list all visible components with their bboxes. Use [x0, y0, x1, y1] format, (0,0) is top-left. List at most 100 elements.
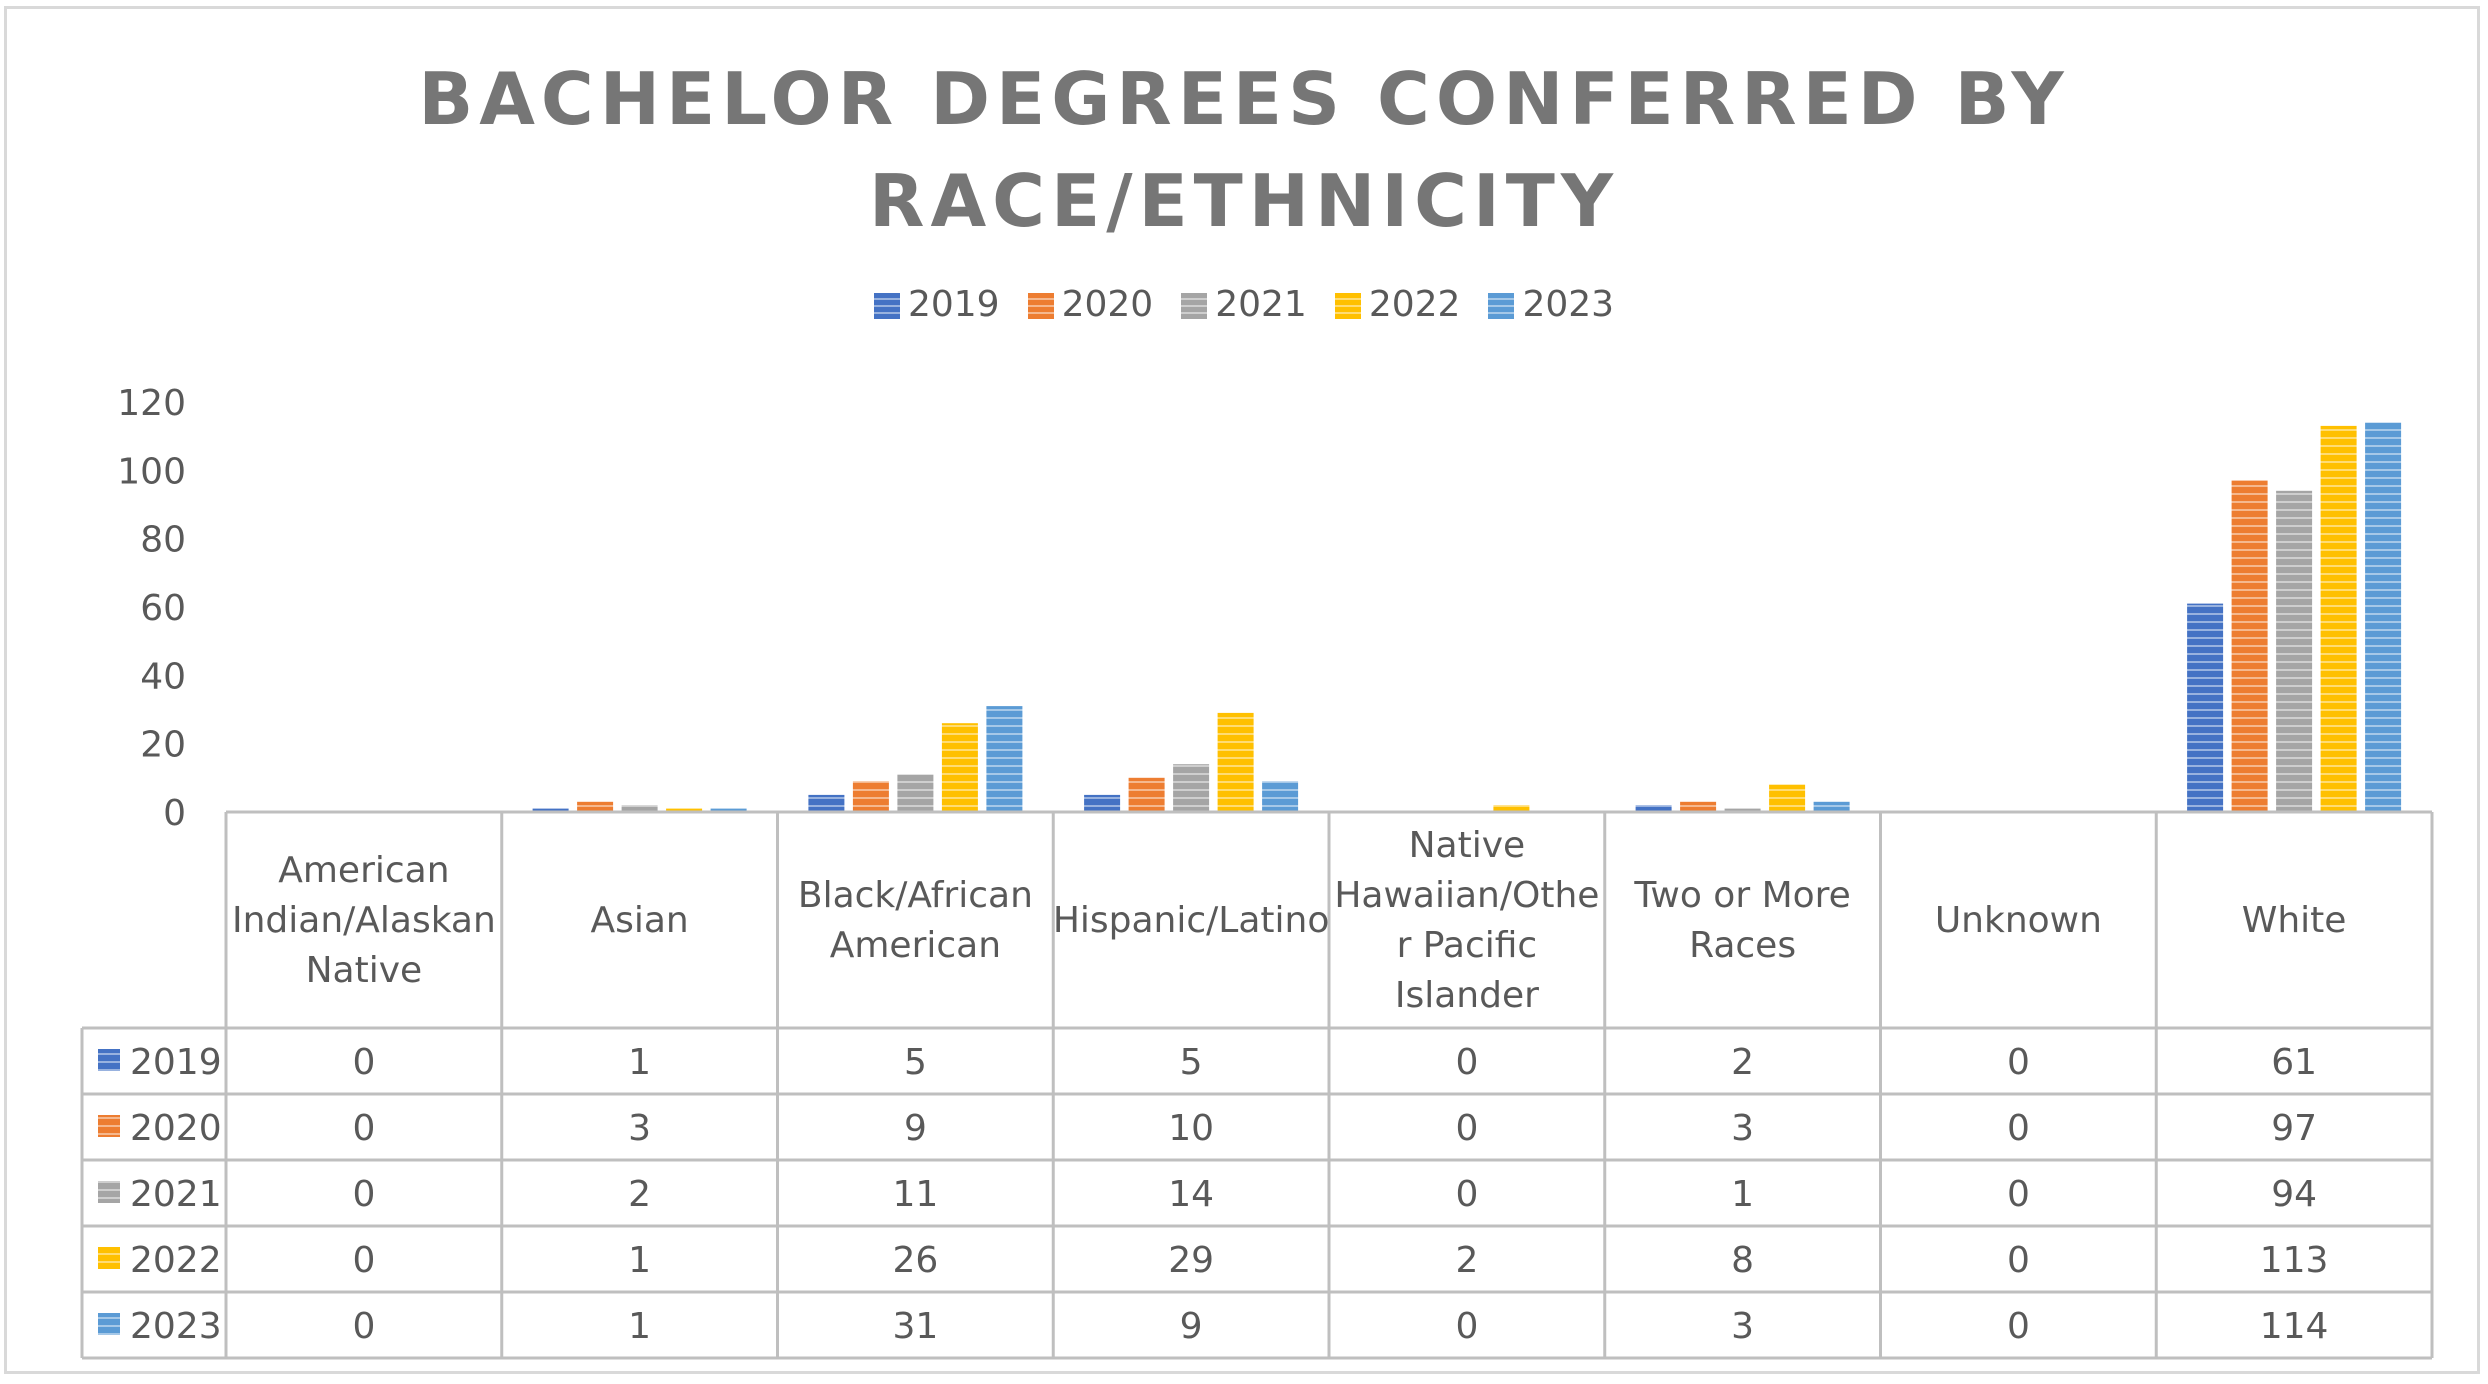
y-tick-label: 0: [163, 793, 186, 834]
table-cell-value: 1: [628, 1240, 651, 1281]
legend-swatch: [1488, 292, 1515, 319]
table-cell-value: 2: [1455, 1240, 1478, 1281]
table-cell-value: 0: [2007, 1042, 2030, 1083]
category-label: Two or More Races: [1633, 875, 1850, 966]
table-cell-value: 1: [628, 1306, 651, 1347]
category-label: Asian: [590, 900, 688, 941]
bar-2023-7: [2365, 422, 2402, 812]
bar-2019-1: [532, 808, 569, 812]
table-cell-value: 26: [892, 1240, 938, 1281]
table-legend-key: [98, 1313, 120, 1335]
bar-2023-5: [1813, 801, 1850, 813]
chart-frame: [4, 6, 2480, 1374]
table-cell-value: 3: [1731, 1108, 1754, 1149]
table-cell-value: 5: [1180, 1042, 1203, 1083]
bar-2020-1: [577, 801, 614, 813]
table-cell-value: 3: [1731, 1306, 1754, 1347]
y-tick-label: 120: [117, 383, 186, 424]
category-label: White: [2242, 900, 2347, 941]
table-legend-key: [98, 1247, 120, 1269]
table-legend-key: [98, 1181, 120, 1203]
legend-swatch: [873, 292, 900, 319]
bar-2021-2: [897, 774, 934, 812]
table-cell-value: 61: [2271, 1042, 2317, 1083]
table-cell-value: 2: [1731, 1042, 1754, 1083]
table-legend-key: [98, 1115, 120, 1137]
legend-item-2023: 2023: [1488, 284, 1614, 325]
table-cell-value: 29: [1168, 1240, 1214, 1281]
table-cell-value: 0: [352, 1240, 375, 1281]
bar-2022-4: [1493, 805, 1530, 812]
y-tick-label: 100: [117, 451, 186, 492]
table-cell-value: 5: [904, 1042, 927, 1083]
table-cell-value: 10: [1168, 1108, 1214, 1149]
table-row-label: 2022: [130, 1240, 222, 1281]
table-cell-value: 114: [2260, 1306, 2329, 1347]
category-label: American Indian/Alaskan Native: [232, 850, 496, 991]
legend-item-2022: 2022: [1334, 284, 1460, 325]
legend-label: 2023: [1522, 283, 1615, 325]
table-cell-value: 0: [2007, 1108, 2030, 1149]
table-legend-key: [98, 1049, 120, 1071]
table-cell-value: 0: [352, 1306, 375, 1347]
bar-2023-3: [1262, 781, 1299, 813]
table-cell-value: 94: [2271, 1174, 2317, 1215]
table-row-label: 2023: [130, 1306, 222, 1347]
table-cell-value: 0: [1455, 1108, 1478, 1149]
bar-2022-5: [1769, 784, 1806, 812]
bar-2019-2: [808, 794, 845, 812]
legend-item-2019: 2019: [873, 283, 1000, 325]
bar-2020-2: [852, 781, 889, 813]
bar-2019-3: [1084, 794, 1121, 812]
table-cell-value: 3: [628, 1108, 651, 1149]
table-cell-value: 9: [904, 1108, 927, 1149]
data-table: American Indian/Alaskan Native Asian Black/A…: [80, 810, 2434, 1360]
table-cell-value: 0: [352, 1174, 375, 1215]
table-cell-value: 2: [628, 1174, 651, 1215]
bar-2020-5: [1680, 801, 1717, 813]
bar-2020-3: [1128, 777, 1165, 812]
bar-2021-7: [2276, 490, 2313, 812]
chart-title-line-1: BACHELOR DEGREES CONFERRED BY: [418, 57, 2070, 141]
table-cell-value: 8: [1731, 1240, 1754, 1281]
table-row-label: 2020: [130, 1108, 222, 1149]
y-tick-label: 20: [140, 725, 186, 766]
table-cell-value: 9: [1180, 1306, 1203, 1347]
table-cell-value: 31: [892, 1306, 938, 1347]
bar-2019-7: [2187, 603, 2224, 812]
bar-2022-7: [2320, 425, 2357, 812]
y-tick-label: 60: [140, 588, 186, 629]
bar-2022-2: [941, 723, 978, 812]
bar-2022-1: [666, 808, 703, 812]
legend-swatch: [1334, 292, 1361, 319]
table-cell-value: 1: [1731, 1174, 1754, 1215]
legend-item-2021: 2021: [1181, 284, 1307, 325]
y-tick-label: 80: [140, 520, 186, 561]
table-row-label: 2021: [130, 1174, 222, 1215]
table-cell-value: 0: [2007, 1240, 2030, 1281]
table-cell-value: 0: [352, 1042, 375, 1083]
chart-title-line-2: RACE/ETHNICITY: [869, 159, 1619, 243]
category-label: Black/African American: [798, 875, 1033, 966]
legend-swatch: [1181, 292, 1208, 319]
bar-2021-5: [1724, 808, 1761, 812]
table-cell-value: 1: [628, 1042, 651, 1083]
bar-2020-7: [2231, 480, 2268, 812]
table-cell-value: 0: [2007, 1174, 2030, 1215]
bar-2023-1: [710, 808, 747, 812]
legend-swatch: [1027, 292, 1054, 319]
legend-label: 2021: [1215, 283, 1307, 325]
legend-label: 2020: [1061, 283, 1154, 325]
table-row-label: 2019: [130, 1042, 222, 1083]
table-cell-value: 0: [352, 1108, 375, 1149]
table-cell-value: 97: [2271, 1108, 2317, 1149]
legend-label: 2019: [907, 283, 1000, 325]
chart-legend: 2019 2020 2021 2022 2023: [0, 282, 2488, 325]
legend-item-2020: 2020: [1027, 283, 1154, 325]
bar-2019-5: [1635, 805, 1672, 812]
chart-title: BACHELOR DEGREES CONFERRED BY RACE/ETHNI…: [0, 48, 2488, 252]
category-label: Unknown: [1935, 900, 2102, 941]
table-cell-value: 0: [1455, 1042, 1478, 1083]
category-label: Native Hawaiian/Othe r Pacific Islander: [1334, 825, 1599, 1016]
